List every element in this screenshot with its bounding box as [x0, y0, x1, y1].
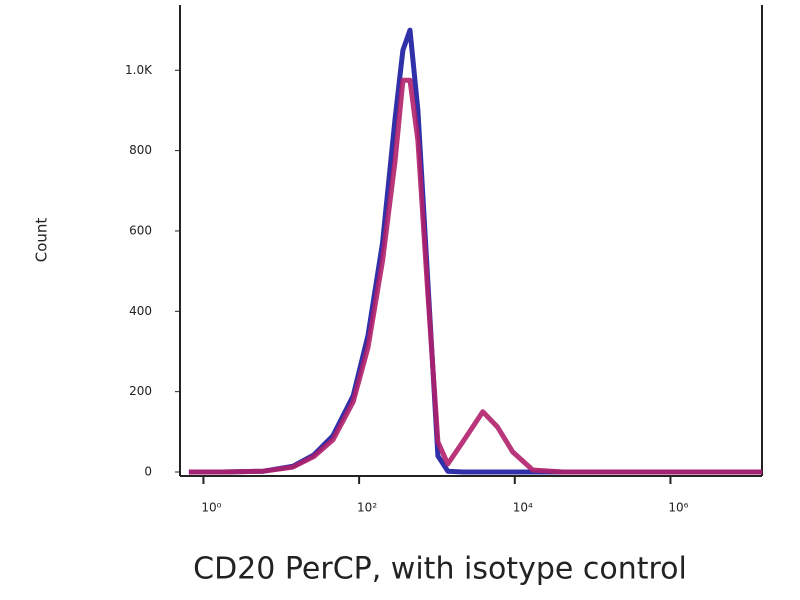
y-tick-label: 800: [129, 143, 152, 157]
y-tick-label: 0: [144, 465, 152, 479]
y-tick-label: 400: [129, 304, 152, 318]
x-tick-label: 10⁶: [668, 501, 688, 515]
x-tick-label: 10⁰: [201, 501, 221, 515]
histogram-line: [188, 27, 762, 475]
y-tick-label: 200: [129, 384, 152, 398]
histogram-line: [188, 77, 762, 475]
y-axis-label: Count: [33, 218, 51, 263]
y-tick-label: 600: [129, 223, 152, 237]
x-axis-label: CD20 PerCP, with isotype control: [193, 552, 687, 587]
y-tick-label: 1.0K: [125, 63, 153, 77]
x-tick-label: 10⁴: [513, 501, 533, 515]
x-tick-label: 10²: [357, 501, 377, 515]
